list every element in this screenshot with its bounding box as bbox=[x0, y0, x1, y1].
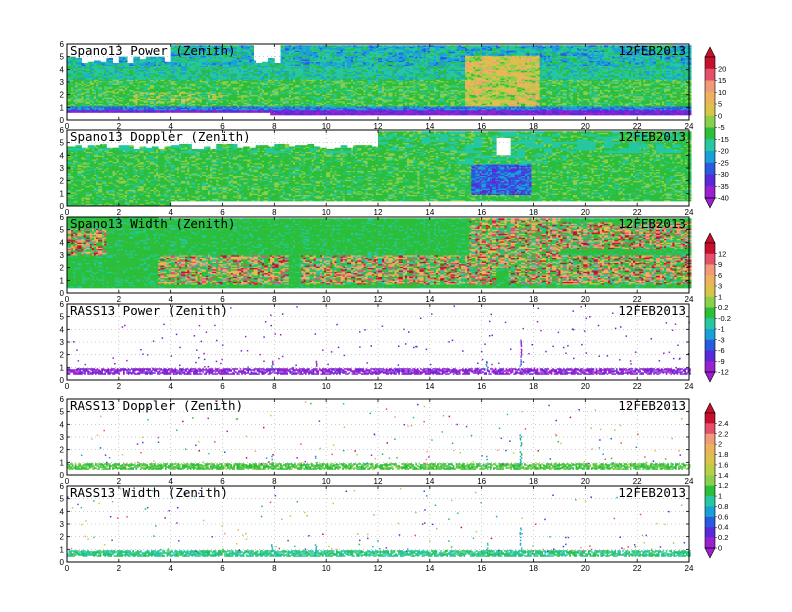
heatmap-cell bbox=[111, 58, 113, 60]
heatmap-cell bbox=[79, 58, 81, 60]
